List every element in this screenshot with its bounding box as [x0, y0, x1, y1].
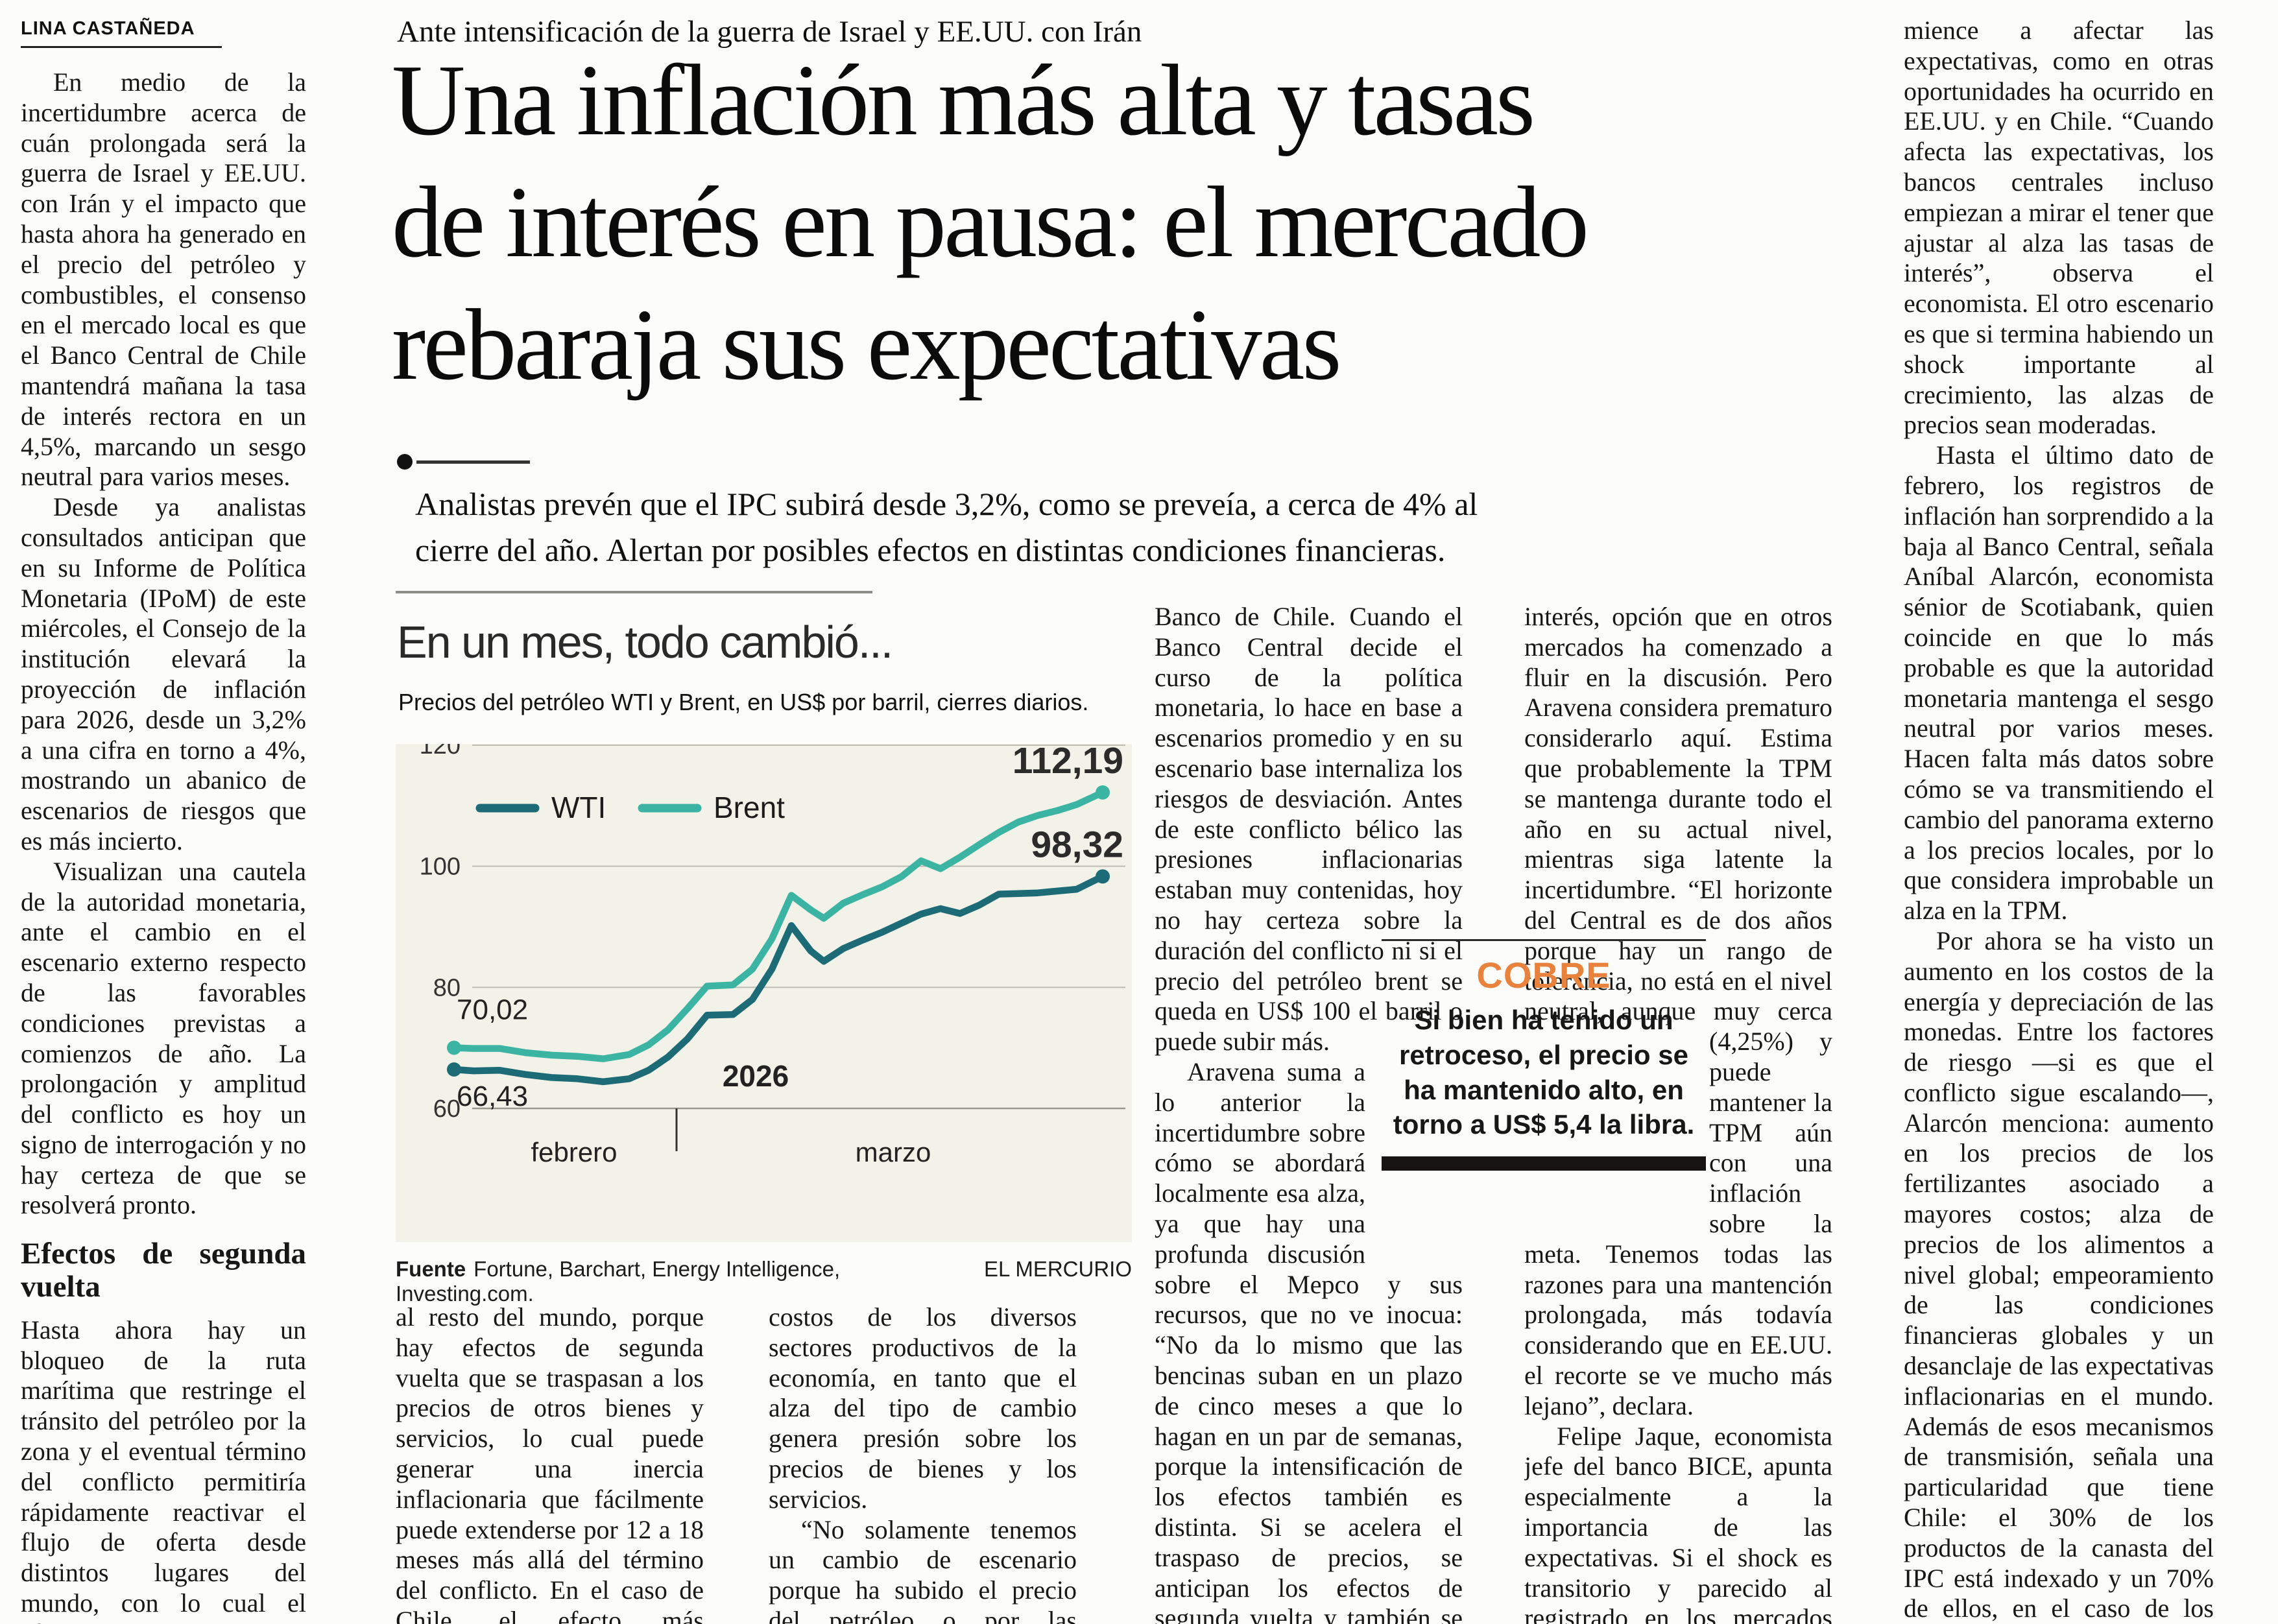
- paragraph: Aravena suma a lo anterior la incertidum…: [1155, 1057, 1463, 1624]
- cobre-text: Si bien ha tenido un retroceso, el preci…: [1393, 1005, 1695, 1140]
- chart-plot-area: 120 100 80 60 febrero marzo 2026 70,02 112,19 66,…: [396, 732, 1132, 1242]
- chart-source-row: Fuente Fortune, Barchart, Energy Intellig…: [396, 1257, 1132, 1306]
- start-dot-WTI: [447, 1062, 461, 1077]
- y-tick-label: 100: [420, 854, 461, 881]
- paragraph: Felipe Jaque, economista jefe del banco …: [1524, 1421, 1832, 1624]
- paragraph: Hasta el último dato de febrero, los reg…: [1904, 440, 2214, 925]
- end-dot-WTI: [1096, 869, 1110, 884]
- byline-rule: [21, 46, 222, 48]
- paragraph-text: interés, opción que en otros mercados ha…: [1524, 602, 1832, 1026]
- chart-source: Fuente Fortune, Barchart, Energy Intellig…: [396, 1257, 984, 1306]
- column-2: al resto del mundo, porque hay efectos d…: [396, 1302, 704, 1624]
- y-tick-label: 120: [420, 744, 461, 759]
- paragraph: “No solamente tenemos un cambio de escen…: [769, 1514, 1077, 1624]
- paragraph: Hasta ahora hay un bloqueo de la ruta ma…: [21, 1315, 306, 1624]
- year-label: 2026: [723, 1059, 789, 1093]
- column-6: mience a afectar las expectativas, como …: [1904, 16, 2214, 1624]
- source-text: Fortune, Barchart, Energy Intelligence, …: [396, 1257, 841, 1306]
- column-4: Banco de Chile. Cuando el Banco Central …: [1155, 602, 1463, 1624]
- end-dot-Brent: [1096, 785, 1110, 800]
- paragraph: Banco de Chile. Cuando el Banco Central …: [1155, 602, 1463, 1057]
- end-value-label-Brent: 112,19: [1013, 744, 1123, 782]
- oil-price-chart: 120 100 80 60 febrero marzo 2026 70,02 112,19 66,…: [420, 732, 1125, 1167]
- column-1: LINA CASTAÑEDA En medio de la incertidum…: [21, 18, 306, 1624]
- deck-bullet-rule: [397, 454, 530, 470]
- chart-credit: EL MERCURIO: [984, 1257, 1133, 1281]
- source-label: Fuente: [396, 1257, 466, 1281]
- column-3: costos de los diversos sectores producti…: [769, 1302, 1077, 1624]
- bullet-rule-bar: [416, 460, 530, 464]
- paragraph-text: Aravena suma a lo anterior la incertidum…: [1155, 1057, 1463, 1624]
- paragraph: mience a afectar las expectativas, como …: [1904, 16, 2214, 440]
- chart-title: En un mes, todo cambió...: [397, 617, 893, 667]
- y-tick-label: 80: [433, 974, 461, 1001]
- column-1-text: En medio de la incertidumbre acerca de c…: [21, 67, 306, 1624]
- paragraph: Por ahora se ha visto un aumento en los …: [1904, 925, 2214, 1623]
- column-5: interés, opción que en otros mercados ha…: [1524, 602, 1832, 1624]
- series-line-Brent: [450, 789, 1107, 1062]
- paragraph: Visualizan una cautela de la autoridad m…: [21, 856, 306, 1220]
- chart-top-rule: [396, 591, 872, 593]
- end-value-label-WTI: 98,32: [1031, 824, 1123, 865]
- deck: Analistas prevén que el IPC subirá desde…: [415, 486, 1478, 568]
- legend-label-WTI: WTI: [551, 791, 606, 824]
- paragraph: En medio de la incertidumbre acerca de c…: [21, 67, 306, 492]
- cobre-box: COBRE Si bien ha tenido un retroceso, el…: [1382, 939, 1706, 1171]
- start-value-label-Brent: 70,02: [457, 994, 528, 1025]
- paragraph: interés, opción que en otros mercados ha…: [1524, 602, 1832, 1422]
- legend-label-Brent: Brent: [713, 791, 785, 824]
- start-value-label-WTI: 66,43: [457, 1081, 528, 1112]
- y-tick-label: 60: [433, 1095, 461, 1123]
- headline: Una inflación más alta y tasas de interé…: [392, 43, 1589, 401]
- paragraph: Desde ya analistas consultados anticipan…: [21, 492, 306, 855]
- x-section-label: marzo: [856, 1137, 931, 1167]
- section-subhead: Efectos de segunda vuelta: [21, 1237, 306, 1304]
- kicker: Ante intensificación de la guerra de Isr…: [397, 15, 1142, 49]
- paragraph: al resto del mundo, porque hay efectos d…: [396, 1302, 704, 1624]
- byline: LINA CASTAÑEDA: [21, 18, 306, 48]
- series-line-WTI: [450, 873, 1107, 1086]
- bullet-icon: [397, 454, 413, 470]
- cobre-top-rule: [1382, 939, 1706, 941]
- chart-subtitle: Precios del petróleo WTI y Brent, en US$…: [398, 689, 1089, 715]
- cobre-title: COBRE: [1476, 955, 1611, 996]
- start-dot-Brent: [447, 1040, 461, 1055]
- cobre-bottom-bar: [1382, 1156, 1706, 1171]
- x-section-label: febrero: [531, 1137, 617, 1167]
- byline-text: LINA CASTAÑEDA: [21, 18, 195, 39]
- paragraph: costos de los diversos sectores producti…: [769, 1302, 1077, 1514]
- paragraph-text: (4,25%) y puede mantener la TPM aún con …: [1524, 1027, 1832, 1420]
